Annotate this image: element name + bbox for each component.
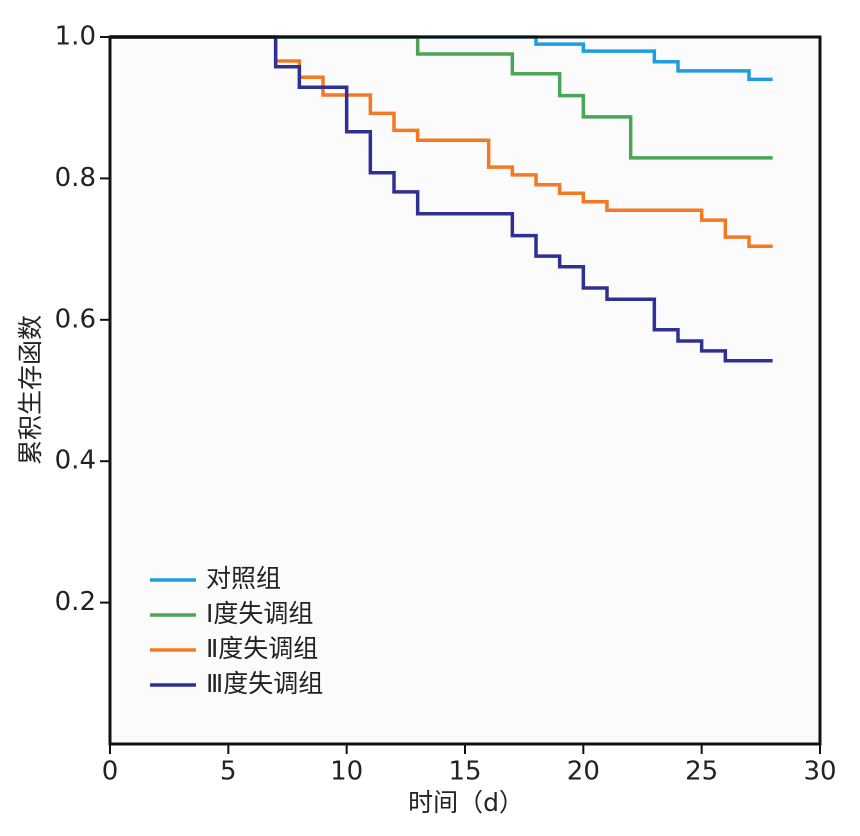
legend-label: Ⅰ度失调组: [206, 599, 313, 628]
x-tick-label: 25: [685, 757, 718, 787]
plot-frame: [108, 35, 822, 746]
legend-label: Ⅱ度失调组: [206, 634, 318, 663]
legend-label: 对照组: [206, 564, 281, 593]
x-tick-label: 30: [803, 757, 836, 787]
x-tick-label: 10: [330, 757, 363, 787]
x-tick-label: 0: [102, 757, 119, 787]
legend-label: Ⅲ度失调组: [206, 669, 323, 698]
plot-background: [110, 37, 820, 744]
y-tick-label: 0.8: [55, 163, 96, 193]
survival-line: [110, 35, 773, 249]
y-tick-label: 0.4: [55, 446, 96, 476]
y-tick-label: 0.6: [55, 304, 96, 334]
x-tick-label: 5: [220, 757, 237, 787]
y-tick-label: 1.0: [55, 22, 96, 52]
y-tick-label: 0.2: [55, 587, 96, 617]
y-axis-label: 累积生存函数: [16, 315, 45, 465]
x-tick-label: 20: [567, 757, 600, 787]
x-axis-label: 时间（d）: [408, 788, 524, 817]
x-tick-label: 15: [448, 757, 481, 787]
survival-line: [110, 35, 773, 160]
survival-line: [110, 35, 773, 363]
survival-line: [110, 35, 773, 82]
